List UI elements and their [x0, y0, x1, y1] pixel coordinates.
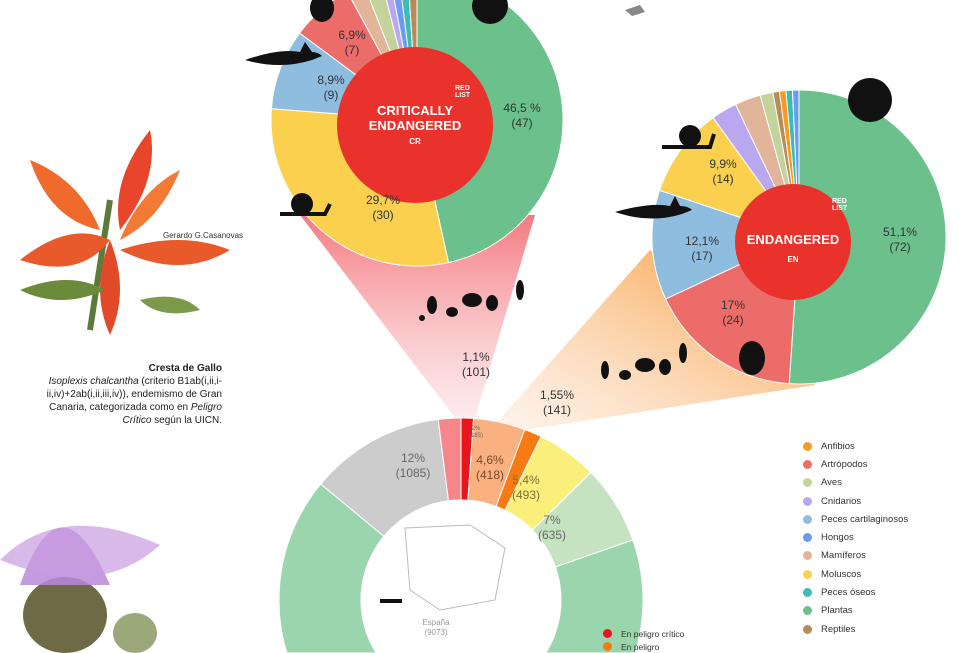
- caption-species: Isoplexis chalcantha: [48, 376, 139, 387]
- legend-item: Aves: [803, 474, 908, 492]
- caption-title: Cresta de Gallo: [148, 363, 222, 374]
- legend-item: En peligro: [603, 640, 684, 653]
- red-list-logo: RED LIST: [455, 85, 471, 99]
- endangered-badge: ENDANGERED EN: [735, 184, 851, 300]
- canary-islands-icon: [380, 599, 402, 603]
- caption-text: Peligro: [190, 402, 222, 413]
- island-silhouette-icon: [625, 5, 645, 16]
- slice-peces-cartilaginosos: [651, 189, 801, 300]
- badge-subtitle: CR: [409, 137, 421, 146]
- cr-funnel: [300, 215, 535, 428]
- snail-icon: [662, 125, 716, 149]
- beetle-icon: [739, 341, 765, 375]
- legend-label: Plantas: [821, 605, 853, 617]
- es-label-pink: 2% (183): [468, 426, 484, 439]
- shark-icon: [245, 42, 322, 65]
- legend-item: Anfibios: [803, 437, 908, 455]
- caption-text: ii,iv)+2ab(i,ii,iii,iv)), endemismo de G…: [46, 389, 222, 400]
- legend-label: En peligro crítico: [621, 628, 685, 639]
- badge-title: ENDANGERED: [746, 232, 840, 247]
- legend-item: Plantas: [803, 602, 908, 620]
- cresta-de-gallo-flower-image: [20, 130, 230, 335]
- es-label-gray: 12% (1085): [395, 451, 431, 480]
- caption-text: según la UICN.: [151, 415, 222, 426]
- canary-islands-icon: [419, 280, 524, 321]
- spain-map-icon: [404, 524, 506, 611]
- caption-text: (criterio B1ab(i,ii,i-: [138, 376, 222, 387]
- en-label-peces-cartilaginosos: 12,1% (17): [684, 234, 720, 263]
- es-center-label: España (9073): [422, 618, 450, 637]
- cr-label-artropodos: 6,9% (7): [338, 28, 366, 57]
- badge-title-line2: ENDANGERED: [368, 118, 462, 133]
- beetle-icon: [310, 0, 334, 22]
- cr-callout: 1,1% (101): [461, 350, 491, 379]
- shark-icon: [615, 196, 692, 219]
- legend-item: Moluscos: [803, 565, 908, 583]
- es-label-light-orange: 4,6% (418): [475, 453, 505, 482]
- cr-label-moluscos: 29,7% (30): [365, 193, 401, 222]
- legend-swatch: [803, 606, 812, 616]
- legend-swatch: [803, 533, 812, 543]
- legend-label: Cnidarios: [821, 495, 862, 507]
- caption-text: Crítico: [122, 415, 152, 426]
- snail-icon: [280, 193, 332, 216]
- flower-icon: [848, 78, 892, 122]
- legend-swatch: [803, 569, 812, 579]
- species-legend: Anfibios Artrópodos Aves Cnidarios Peces car…: [803, 437, 908, 638]
- spain-donut: [278, 417, 644, 653]
- caption-text: Canaria, categorizada como en: [49, 402, 191, 413]
- legend-swatch: [803, 624, 812, 634]
- badge-subtitle: EN: [787, 255, 799, 264]
- legend-swatch: [603, 629, 612, 638]
- critically-endangered-badge: CRITICALLY ENDANGERED CR: [337, 47, 493, 203]
- en-label-plantas: 51,1% (72): [882, 225, 918, 254]
- legend-label: Aves: [821, 477, 842, 489]
- badge-title-line1: CRITICALLY: [376, 103, 454, 118]
- legend-item: Hongos: [803, 528, 908, 546]
- cr-label-peces-cartilaginosos: 8,9% (9): [317, 73, 345, 102]
- legend-label: Mamíferos: [821, 550, 866, 562]
- canary-islands-icon: [601, 343, 687, 380]
- legend-swatch: [803, 459, 812, 469]
- legend-item: Reptiles: [803, 620, 908, 638]
- legend-label: En peligro: [621, 641, 660, 652]
- legend-label: Moluscos: [821, 568, 862, 580]
- red-list-logo: RED LIST: [832, 198, 848, 212]
- flower-icon: [472, 0, 508, 24]
- en-label-moluscos: 9,9% (14): [709, 157, 737, 186]
- legend-item: Mamíferos: [803, 547, 908, 565]
- legend-item: Cnidarios: [803, 492, 908, 510]
- legend-swatch: [803, 588, 812, 598]
- legend-item: En peligro crítico: [603, 627, 684, 640]
- legend-label: Anfibios: [821, 440, 855, 452]
- legend-swatch: [603, 642, 612, 651]
- legend-swatch: [803, 478, 812, 488]
- legend-label: Reptiles: [821, 623, 856, 635]
- legend-swatch: [803, 551, 812, 561]
- legend-item: Artrópodos: [803, 455, 908, 473]
- legend-label: Peces óseos: [821, 587, 876, 599]
- flower-caption: Cresta de Gallo Isoplexis chalcantha (cr…: [0, 362, 222, 427]
- category-legend: En peligro crítico En peligro: [603, 627, 684, 653]
- legend-item: Peces cartilaginosos: [803, 510, 908, 528]
- legend-swatch: [803, 514, 812, 524]
- es-label-yellow: 5,4% (493): [511, 473, 541, 502]
- en-funnel: [492, 250, 815, 433]
- legend-label: Hongos: [821, 532, 854, 544]
- en-label-artropodos: 17% (24): [720, 298, 746, 327]
- thistle-flower-image: [0, 525, 160, 653]
- en-callout: 1,55% (141): [539, 388, 575, 417]
- legend-label: Artrópodos: [821, 458, 868, 470]
- es-label-light-green: 7% (635): [537, 513, 567, 542]
- legend-label: Peces cartilaginosos: [821, 513, 909, 525]
- cr-label-plantas: 46,5 % (47): [503, 101, 541, 130]
- legend-swatch: [803, 441, 812, 451]
- legend-swatch: [803, 496, 812, 506]
- slice-pink: [437, 417, 462, 502]
- legend-item: Peces óseos: [803, 583, 908, 601]
- photo-credit: Gerardo G.Casanovas: [163, 231, 244, 240]
